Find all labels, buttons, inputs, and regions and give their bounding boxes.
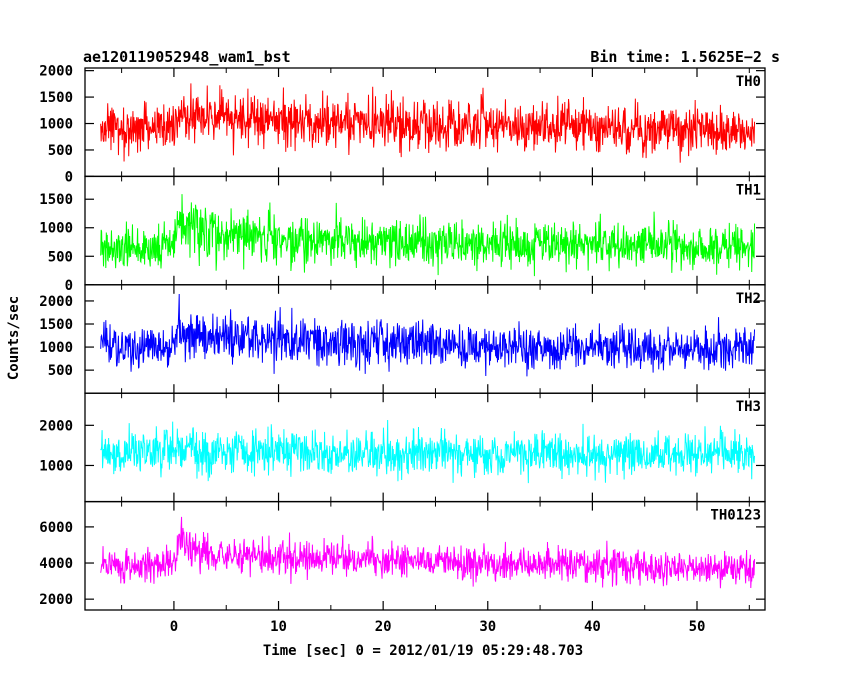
x-tick-label: 0 [170,619,178,635]
y-tick-label: 1000 [39,458,73,474]
y-tick-label: 1500 [39,317,73,333]
series-line-th0123 [100,516,756,589]
x-tick-label: 50 [689,619,706,635]
series-line-th2 [100,294,756,377]
series-name-th0123: TH0123 [710,508,761,524]
series-name-th3: TH3 [736,399,761,415]
y-tick-label: 2000 [39,64,73,80]
y-tick-label: 1000 [39,117,73,133]
y-tick-label: 1000 [39,221,73,237]
panel-th2: 500 1000 1500 2000 TH2 [39,284,766,394]
y-tick-label: 2000 [39,418,73,434]
y-tick-label: 4000 [39,556,73,572]
y-tick-label: 1000 [39,340,73,356]
x-tick-labels: 0 10 20 30 40 50 [170,619,706,635]
series-name-th1: TH1 [736,182,761,198]
bin-time-label: Bin time: 1.5625E−2 s [590,48,780,66]
panel-th3: 1000 2000 TH3 [39,392,766,503]
panel-th0: 0 500 1000 1500 2000 TH0 [39,64,766,185]
x-tick-label: 10 [270,619,287,635]
file-name-label: ae120119052948_wam1_bst [83,48,291,66]
x-tick-label: 40 [584,619,601,635]
series-name-th0: TH0 [736,74,761,90]
y-tick-label: 1500 [39,90,73,106]
series-line-th3 [100,420,756,484]
y-tick-label: 1500 [39,192,73,208]
x-tick-label: 30 [479,619,496,635]
series-name-th2: TH2 [736,291,761,307]
y-tick-label: 0 [65,169,73,185]
series-line-th0 [100,83,756,163]
y-tick-label: 500 [48,249,73,265]
y-tick-label: 2000 [39,592,73,608]
x-axis-label: Time [sec] 0 = 2012/01/19 05:29:48.703 [263,643,583,659]
panel-th1: 0 500 1000 1500 TH1 [39,175,766,294]
panel-th0123: 2000 4000 6000 TH0123 [39,500,766,611]
y-tick-label: 500 [48,363,73,379]
panel-frame [84,500,766,611]
y-tick-label: 500 [48,143,73,159]
x-tick-label: 20 [375,619,392,635]
y-tick-label: 0 [65,278,73,294]
series-line-th1 [100,194,756,277]
y-tick-label: 2000 [39,294,73,310]
y-tick-label: 6000 [39,520,73,536]
panels-group: 0500100015002000TH0050010001500TH1500100… [39,64,766,635]
y-axis-label: Counts/sec [6,296,22,380]
